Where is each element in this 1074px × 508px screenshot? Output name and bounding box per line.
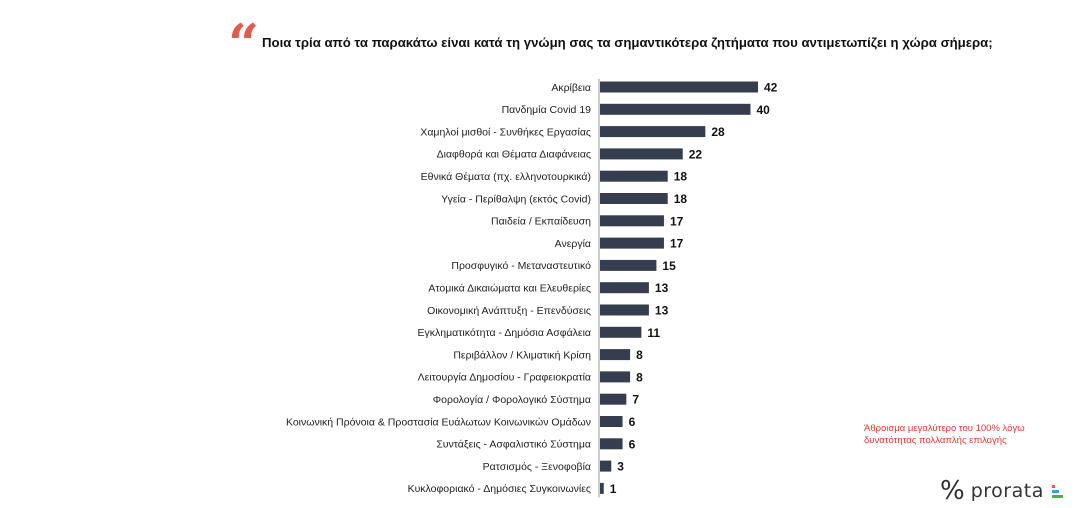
category-label: Συντάξεις - Ασφαλιστικό Σύστημα: [436, 439, 591, 451]
bar: [600, 393, 627, 405]
value-label: 13: [655, 304, 669, 318]
bar: [600, 416, 623, 427]
bar: [600, 148, 683, 160]
value-label: 8: [636, 370, 643, 384]
category-label: Οικονομική Ανάπτυξη - Επενδύσεις: [427, 305, 591, 317]
category-label: Παιδεία / Εκπαίδευση: [491, 216, 591, 228]
bar: [600, 371, 631, 383]
bar: [600, 170, 668, 182]
category-label: Διαφθορά και Θέματα Διαφάνειας: [437, 149, 591, 161]
category-label: Κοινωνική Πρόνοια & Προστασία Ευάλωτων Κ…: [286, 416, 591, 428]
category-label: Εθνικά Θέματα (πχ. ελληνοτουρκικά): [421, 171, 591, 183]
value-label: 40: [756, 103, 770, 117]
brand-name: prorata: [970, 480, 1044, 502]
prorata-bars-icon: [1050, 483, 1064, 499]
value-label: 15: [662, 259, 676, 273]
bar: [600, 259, 657, 271]
value-label: 18: [674, 170, 688, 184]
bar: [600, 103, 751, 115]
bar: [600, 237, 664, 249]
bar: [600, 193, 668, 204]
bar: [600, 215, 664, 227]
category-label: Ρατσισμός - Ξενοφοβία: [483, 461, 591, 473]
category-label: Λειτουργία Δημοσίου - Γραφειοκρατία: [418, 372, 591, 384]
brand-logo: % prorata: [940, 478, 1064, 504]
bar: [600, 460, 612, 472]
bar: [600, 326, 642, 338]
category-label: Υγεία - Περίθαλψη (εκτός Covid): [441, 193, 591, 205]
value-label: 6: [629, 437, 636, 451]
survey-question: Ποια τρία από τα παρακάτω είναι κατά τη …: [262, 35, 993, 50]
bar: [600, 282, 649, 294]
value-label: 6: [629, 415, 636, 429]
value-label: 17: [670, 214, 684, 228]
value-label: 1: [610, 482, 617, 496]
bar: [600, 438, 623, 450]
value-label: 22: [689, 147, 703, 161]
category-label: Ανεργία: [555, 238, 591, 250]
bar: [600, 482, 604, 494]
footnote: Άθροισμα μεγαλύτερο του 100% λόγω δυνατό…: [864, 423, 1025, 446]
value-label: 18: [674, 192, 688, 206]
value-label: 17: [670, 237, 684, 251]
category-label: Κυκλοφοριακό - Δημόσιες Συγκοινωνίες: [408, 483, 591, 495]
bar: [600, 349, 631, 361]
value-label: 28: [711, 125, 725, 139]
percent-icon: %: [940, 476, 965, 506]
bar: [600, 126, 706, 138]
value-label: 3: [617, 460, 624, 474]
category-label: Περιβάλλον / Κλιματική Κρίση: [453, 349, 591, 361]
category-label: Ακρίβεια: [551, 82, 591, 94]
category-label: Φορολογία / Φορολογικό Σύστημα: [433, 394, 591, 406]
bar: [600, 304, 649, 316]
value-label: 13: [655, 281, 669, 295]
category-label: Χαμηλοί μισθοί - Συνθήκες Εργασίας: [420, 126, 591, 138]
quote-mark-icon: “: [228, 12, 259, 76]
value-label: 42: [764, 81, 778, 95]
value-label: 8: [636, 348, 643, 362]
value-label: 11: [647, 326, 660, 340]
category-label: Πανδημία Covid 19: [502, 104, 592, 116]
bar: [600, 81, 758, 93]
category-label: Προσφυγικό - Μεταναστευτικό: [451, 260, 591, 272]
category-label: Ατομικά Δικαιώματα και Ελευθερίες: [428, 283, 591, 295]
category-label: Εγκληματικότητα - Δημόσια Ασφάλεια: [418, 327, 591, 339]
value-label: 7: [632, 393, 639, 407]
